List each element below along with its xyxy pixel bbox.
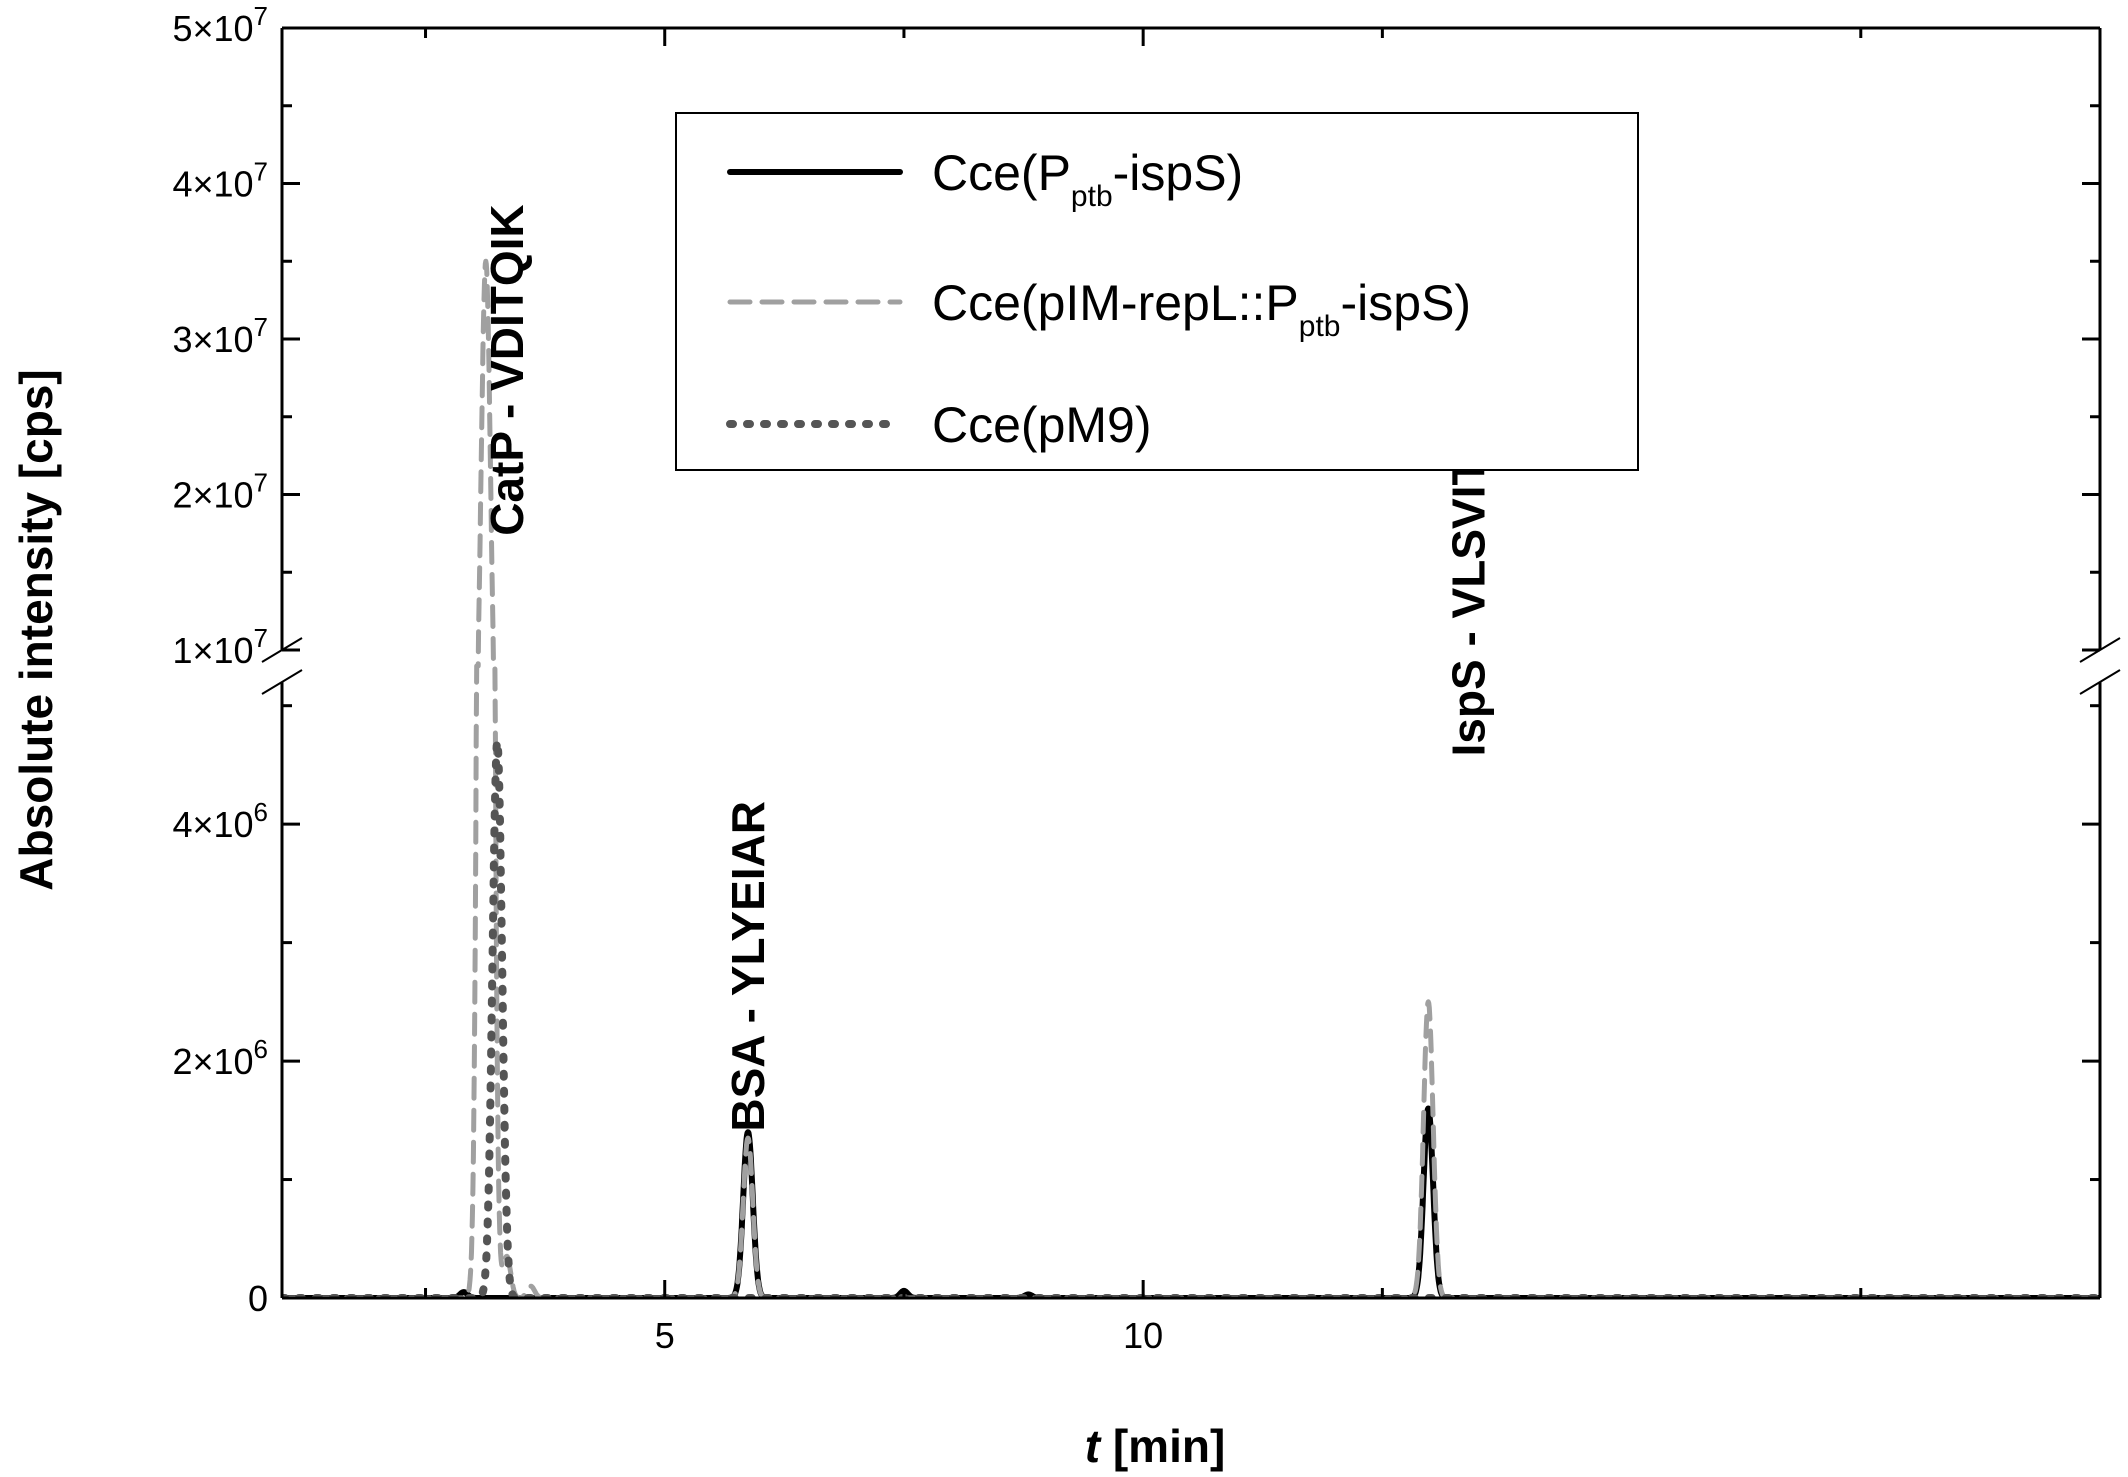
- legend-label-1: Cce(Pptb-ispS): [932, 145, 1243, 213]
- y-axis-title: Absolute intensity [cps]: [10, 369, 62, 890]
- y-tick-label: 4×107: [172, 157, 268, 205]
- peak-annotation-1: CatP - VDITQIK: [481, 204, 533, 535]
- y-tick-label: 5×107: [172, 1, 268, 49]
- axis-break-mark-right-2: [2079, 669, 2121, 695]
- y-tick-label: 2×107: [172, 468, 268, 516]
- legend: Cce(Pptb-ispS)Cce(pIM-repL::Pptb-ispS)Cc…: [675, 112, 1639, 471]
- y-tick-label: 3×107: [172, 312, 268, 360]
- series-line-1: [282, 1105, 2100, 1298]
- x-axis-title: t [min]: [1085, 1420, 1226, 1472]
- x-axis-title-unit: [min]: [1100, 1420, 1225, 1472]
- x-tick-label: 10: [1123, 1315, 1163, 1356]
- y-tick-label: 0: [248, 1278, 268, 1319]
- x-axis-title-variable: t: [1085, 1420, 1102, 1472]
- x-tick-label: 5: [655, 1315, 675, 1356]
- y-tick-label: 1×107: [172, 623, 268, 671]
- y-tick-label: 4×106: [172, 797, 268, 845]
- peak-annotation-2: BSA - YLYEIAR: [722, 801, 774, 1132]
- axis-ticks: 0 2×106 4×106 1×107 2×107 3×107 4×107 5×107 5 10: [172, 1, 2100, 1356]
- y-tick-label: 2×106: [172, 1034, 268, 1082]
- axis-break-mark-left-2: [261, 669, 303, 695]
- legend-label-2: Cce(pIM-repL::Pptb-ispS): [932, 275, 1471, 343]
- legend-label-3: Cce(pM9): [932, 397, 1151, 453]
- series-line-3: [282, 737, 2100, 1298]
